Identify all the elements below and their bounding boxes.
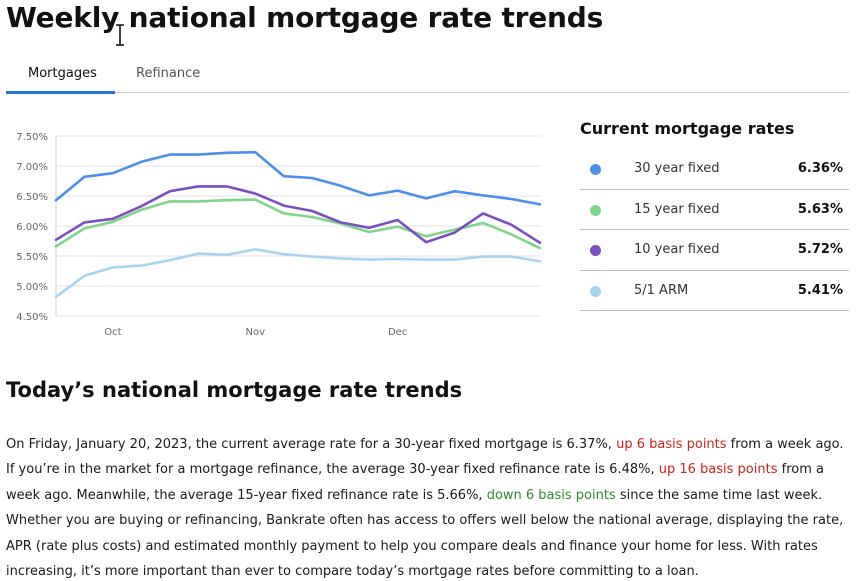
x-tick-label: Dec bbox=[388, 327, 407, 338]
change-up-30yr: up 6 basis points bbox=[616, 437, 727, 452]
y-tick-label: 6.00% bbox=[16, 222, 48, 233]
legend-dot-icon bbox=[590, 245, 601, 256]
y-tick-label: 7.50% bbox=[16, 132, 48, 143]
tab-refinance[interactable]: Refinance bbox=[136, 66, 201, 81]
rate-row-15yr: 15 year fixed 5.63% bbox=[580, 190, 849, 230]
series-line-arm bbox=[54, 248, 542, 299]
trends-text: since the same time last week. Whether y… bbox=[6, 487, 844, 580]
trends-text: On Friday, January 20, 2023, the current… bbox=[6, 437, 617, 452]
series-line-10yr bbox=[54, 185, 542, 245]
y-tick-label: 7.00% bbox=[16, 162, 48, 173]
rate-label: 10 year fixed bbox=[634, 242, 720, 257]
change-up-refi-30yr: up 16 basis points bbox=[658, 462, 778, 478]
y-tick-label: 5.00% bbox=[16, 282, 48, 293]
y-tick-label: 6.50% bbox=[16, 192, 48, 203]
rate-row-30yr: 30 year fixed 6.36% bbox=[580, 149, 849, 190]
rate-row-arm: 5/1 ARM 5.41% bbox=[580, 271, 849, 311]
trends-paragraph: On Friday, January 20, 2023, the current… bbox=[6, 432, 851, 581]
trends-text: from a week ago. Meanwhile, the average … bbox=[6, 462, 824, 503]
active-tab-indicator bbox=[6, 91, 115, 94]
text-cursor-icon bbox=[116, 24, 124, 46]
rate-value: 6.36% bbox=[797, 161, 843, 176]
y-tick-label: 5.50% bbox=[16, 252, 48, 263]
page-title: Weekly national mortgage rate trends bbox=[6, 1, 604, 34]
rate-row-10yr: 10 year fixed 5.72% bbox=[580, 230, 849, 271]
trends-heading: Today’s national mortgage rate trends bbox=[6, 378, 463, 402]
rate-trend-chart-svg: 7.50% 7.00% 6.50% 6.00% 5.50% 5.00% 4.50% Oct No… bbox=[16, 132, 576, 338]
rate-label: 30 year fixed bbox=[634, 161, 720, 176]
rate-type-tabs: Mortgages Refinance bbox=[6, 60, 849, 94]
rate-trend-chart[interactable]: 7.50% 7.00% 6.50% 6.00% 5.50% 5.00% 4.50% Oct No… bbox=[0, 118, 576, 348]
rate-label: 15 year fixed bbox=[634, 201, 720, 217]
rate-label: 5/1 ARM bbox=[634, 282, 689, 298]
rate-value: 5.72% bbox=[797, 242, 843, 257]
x-tick-label: Nov bbox=[246, 327, 266, 338]
change-down-refi-15yr: down 6 basis points bbox=[486, 487, 616, 503]
legend-dot-icon bbox=[590, 285, 601, 297]
y-tick-label: 4.50% bbox=[16, 312, 48, 323]
legend-dot-icon bbox=[590, 204, 601, 216]
trends-text: from a week ago. If you’re in the market… bbox=[6, 437, 844, 478]
rate-value: 5.63% bbox=[797, 201, 843, 217]
current-rates-panel: Current mortgage rates 30 year fixed 6.3… bbox=[580, 115, 849, 311]
legend-dot-icon bbox=[590, 164, 601, 175]
series-line-30yr bbox=[54, 150, 542, 206]
rate-value: 5.41% bbox=[797, 282, 843, 298]
tab-mortgages[interactable]: Mortgages bbox=[28, 66, 97, 81]
current-rates-title: Current mortgage rates bbox=[580, 119, 795, 138]
x-tick-label: Oct bbox=[104, 327, 121, 338]
